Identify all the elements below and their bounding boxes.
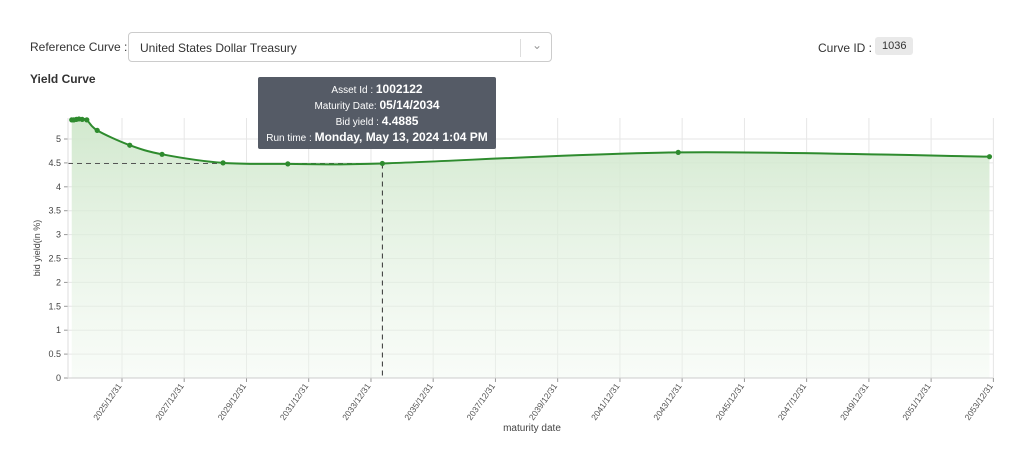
data-point	[159, 151, 165, 157]
x-tick-label: 2045/12/31	[713, 381, 746, 422]
data-point	[220, 160, 226, 166]
data-point	[675, 149, 681, 155]
x-tick-label: 2053/12/31	[962, 381, 995, 422]
y-tick-label: 1	[56, 325, 61, 335]
x-tick-label: 2033/12/31	[340, 381, 373, 422]
y-tick-label: 3.5	[48, 206, 61, 216]
x-tick-label: 2025/12/31	[91, 381, 124, 422]
x-axis-label: maturity date	[503, 423, 561, 434]
x-tick-label: 2035/12/31	[402, 381, 435, 422]
chart-title: Yield Curve	[30, 72, 96, 86]
x-tick-label: 2043/12/31	[651, 381, 684, 422]
y-tick-label: 2	[56, 277, 61, 287]
y-tick-label: 4.5	[48, 158, 61, 168]
x-tick-label: 2031/12/31	[278, 381, 311, 422]
x-tick-label: 2051/12/31	[900, 381, 933, 422]
y-tick-label: 0.5	[48, 349, 61, 359]
data-point	[94, 127, 100, 133]
tooltip-asset-value: 1002122	[375, 82, 423, 96]
y-tick-label: 5	[56, 134, 61, 144]
y-tick-label: 4	[56, 182, 61, 192]
reference-curve-select[interactable]: United States Dollar Treasury ⌄	[128, 32, 552, 62]
chevron-down-icon[interactable]: ⌄	[531, 38, 542, 52]
reference-curve-value: United States Dollar Treasury	[140, 41, 297, 55]
y-tick-label: 1.5	[48, 301, 61, 311]
tooltip-maturity-label: Maturity Date:	[314, 101, 380, 112]
y-tick-label: 3	[56, 230, 61, 240]
curve-id-badge: 1036	[875, 37, 914, 55]
x-tick-label: 2029/12/31	[216, 381, 249, 422]
tooltip-run-label: Run time :	[266, 133, 315, 144]
tooltip-asset-label: Asset Id :	[331, 85, 376, 96]
yield-area	[71, 118, 990, 378]
x-tick-label: 2037/12/31	[464, 381, 497, 422]
tooltip-yield-value: 4.4885	[381, 114, 419, 128]
select-divider	[520, 39, 521, 57]
x-tick-label: 2027/12/31	[153, 381, 186, 422]
y-axis-label: bid yield(in %)	[32, 220, 42, 277]
data-point	[986, 154, 993, 160]
data-point	[127, 142, 133, 148]
y-tick-label: 2.5	[48, 254, 61, 264]
y-tick-label: 0	[56, 373, 61, 383]
tooltip-yield-label: Bid yield :	[335, 117, 382, 128]
reference-curve-label: Reference Curve :	[30, 40, 128, 54]
x-tick-label: 2039/12/31	[527, 381, 560, 422]
tooltip: Asset Id : 1002122 Maturity Date: 05/14/…	[258, 77, 496, 149]
data-point	[79, 116, 85, 123]
curve-id-label: Curve ID :	[818, 41, 873, 55]
data-point	[379, 160, 385, 167]
x-tick-label: 2047/12/31	[776, 381, 809, 422]
x-tick-label: 2041/12/31	[589, 381, 622, 422]
data-point	[84, 117, 90, 123]
tooltip-maturity-value: 05/14/2034	[379, 98, 440, 112]
data-point	[285, 161, 291, 167]
tooltip-run-value: Monday, May 13, 2024 1:04 PM	[314, 130, 488, 144]
x-tick-label: 2049/12/31	[838, 381, 871, 422]
